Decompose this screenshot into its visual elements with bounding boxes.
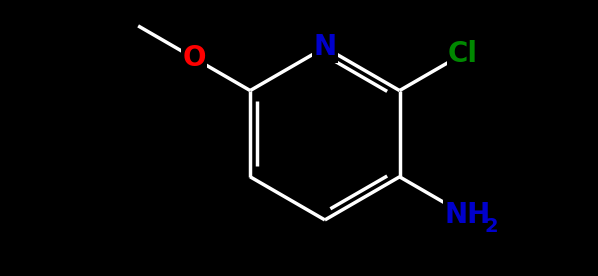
Text: NH: NH bbox=[444, 201, 490, 229]
Text: 2: 2 bbox=[485, 217, 498, 236]
Text: O: O bbox=[182, 44, 206, 72]
Text: Cl: Cl bbox=[448, 40, 478, 68]
Text: N: N bbox=[313, 33, 337, 62]
